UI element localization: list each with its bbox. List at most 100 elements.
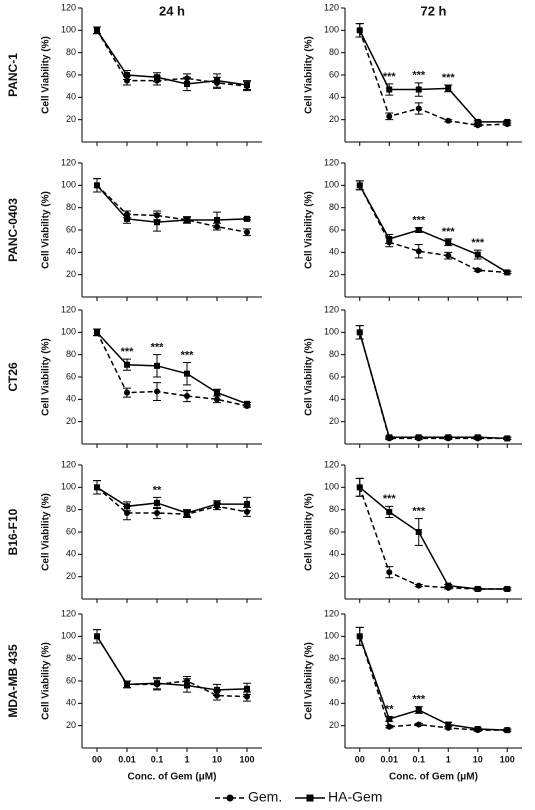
x-tick-label: 0.01 <box>380 754 398 764</box>
series-line <box>96 29 248 86</box>
y-tick-label: 60 <box>66 224 76 234</box>
point <box>415 434 422 441</box>
y-tick-label: 120 <box>324 2 339 12</box>
point <box>124 503 130 510</box>
point <box>244 400 250 407</box>
y-tick-label: 80 <box>329 653 339 663</box>
point <box>356 484 363 491</box>
x-tick-label: 100 <box>500 754 515 764</box>
point <box>445 85 452 92</box>
legend-label: Gem. <box>248 789 282 805</box>
series-line <box>359 184 508 274</box>
series-line <box>359 29 508 123</box>
y-tick-label: 20 <box>66 114 76 124</box>
point <box>445 721 452 728</box>
point <box>386 723 393 730</box>
point <box>244 229 250 236</box>
point <box>214 501 220 508</box>
point <box>124 681 130 688</box>
y-tick-label: 40 <box>66 549 76 559</box>
y-tick-label: 20 <box>66 571 76 581</box>
point <box>356 633 363 640</box>
point <box>445 252 452 259</box>
row-label: PANC-0403 <box>6 198 20 262</box>
y-tick-label: 40 <box>66 92 76 102</box>
point <box>474 434 481 441</box>
y-tick-label: 40 <box>66 247 76 257</box>
y-tick-label: 120 <box>61 608 76 618</box>
significance: *** <box>412 215 426 227</box>
point <box>386 715 393 722</box>
point <box>244 215 250 222</box>
y-axis-label: Cell Viability (%) <box>304 36 315 114</box>
y-axis-label: Cell Viability (%) <box>41 191 52 269</box>
point <box>356 27 363 34</box>
y-tick-label: 100 <box>324 482 339 492</box>
series-line <box>359 30 508 127</box>
point <box>214 396 220 403</box>
point <box>504 269 511 276</box>
significance: *** <box>471 237 485 249</box>
point <box>244 693 250 700</box>
point <box>504 727 511 734</box>
y-tick-label: 120 <box>61 2 76 12</box>
point <box>154 74 160 81</box>
point <box>124 389 130 396</box>
y-tick-label: 60 <box>66 371 76 381</box>
series-line <box>359 636 508 731</box>
point <box>415 248 422 255</box>
y-tick-label: 120 <box>324 608 339 618</box>
y-tick-label: 20 <box>329 571 339 581</box>
point <box>94 484 100 491</box>
y-tick-label: 60 <box>329 526 339 536</box>
column-title: 24 h <box>159 3 185 18</box>
point <box>445 117 452 124</box>
legend-marker <box>226 794 234 802</box>
point <box>386 569 393 576</box>
point <box>184 216 190 223</box>
y-tick-label: 120 <box>61 459 76 469</box>
y-axis-label: Cell Viability (%) <box>304 191 315 269</box>
series-line <box>359 486 508 590</box>
point <box>474 251 481 258</box>
point <box>214 686 220 693</box>
y-tick-label: 40 <box>329 92 339 102</box>
series-line <box>96 486 248 515</box>
significance: *** <box>151 342 165 354</box>
point <box>184 80 190 87</box>
point <box>214 216 220 223</box>
point <box>474 267 481 274</box>
point <box>415 707 422 714</box>
y-axis-label: Cell Viability (%) <box>304 338 315 416</box>
y-tick-label: 100 <box>61 180 76 190</box>
point <box>415 529 422 535</box>
y-tick-label: 100 <box>324 327 339 337</box>
y-axis-label: Cell Viability (%) <box>41 642 52 720</box>
series-line <box>96 184 248 223</box>
y-tick-label: 120 <box>61 157 76 167</box>
significance: *** <box>412 506 426 518</box>
y-tick-label: 60 <box>66 675 76 685</box>
y-tick-label: 20 <box>329 114 339 124</box>
y-axis-label: Cell Viability (%) <box>41 493 52 571</box>
y-tick-label: 120 <box>61 304 76 314</box>
point <box>214 389 220 396</box>
y-tick-label: 120 <box>324 459 339 469</box>
point <box>356 182 363 189</box>
point <box>124 72 130 78</box>
significance: *** <box>442 226 456 238</box>
point <box>184 370 190 377</box>
x-tick-label: 10 <box>473 754 483 764</box>
point <box>184 510 190 517</box>
y-tick-label: 100 <box>324 631 339 641</box>
y-tick-label: 100 <box>61 482 76 492</box>
x-tick-label: 1 <box>446 754 451 764</box>
y-tick-label: 20 <box>66 720 76 730</box>
x-tick-label: 0.1 <box>151 754 164 764</box>
point <box>386 113 393 120</box>
point <box>94 27 100 34</box>
point <box>124 361 130 368</box>
y-tick-label: 80 <box>66 202 76 212</box>
row-label: MDA-MB 435 <box>6 644 20 718</box>
